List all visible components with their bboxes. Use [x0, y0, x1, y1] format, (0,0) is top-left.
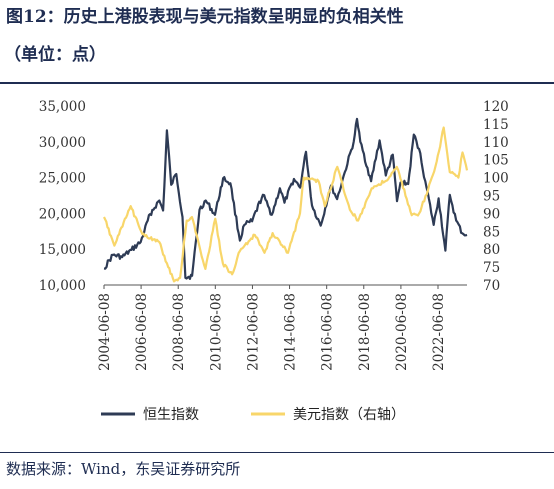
- data-source-note: 数据来源：Wind，东吴证券研究所: [6, 460, 241, 478]
- x-axis-ticks: 2004-06-08 2006-06-08 2008-06-08 2010-06-08…: [97, 285, 447, 371]
- right-tick-label: 70: [483, 278, 500, 294]
- right-tick-label: 95: [483, 189, 500, 205]
- left-tick-label: 35,000: [39, 99, 86, 115]
- right-tick-label: 120: [483, 99, 509, 115]
- chart-legend: 恒生指数 美元指数（右轴）: [101, 407, 405, 423]
- legend-label: 恒生指数: [143, 407, 199, 423]
- right-tick-label: 105: [483, 153, 509, 169]
- right-tick-label: 115: [483, 117, 509, 133]
- x-tick-label: 2022-06-08: [431, 293, 447, 371]
- hsi-series-line: [103, 117, 468, 280]
- right-tick-label: 90: [483, 206, 500, 222]
- x-tick-label: 2012-06-08: [245, 293, 261, 371]
- left-tick-label: 10,000: [39, 278, 86, 294]
- legend-label: 美元指数（右轴）: [293, 407, 405, 423]
- x-tick-label: 2006-06-08: [134, 293, 150, 371]
- x-tick-label: 2014-06-08: [283, 293, 299, 371]
- page-title: 图12：历史上港股表现与美元指数呈明显的负相关性: [6, 7, 404, 27]
- x-tick-label: 2016-06-08: [320, 293, 336, 371]
- right-tick-label: 85: [483, 224, 500, 240]
- right-tick-label: 75: [483, 260, 500, 276]
- right-tick-label: 80: [483, 242, 500, 258]
- left-tick-label: 30,000: [39, 135, 86, 151]
- right-tick-label: 100: [483, 171, 509, 187]
- left-axis-ticks: 10,000 15,000 20,000 25,000 30,000 35,000: [39, 99, 86, 294]
- x-tick-label: 2004-06-08: [97, 293, 113, 371]
- series-lines: [103, 117, 469, 283]
- left-tick-label: 20,000: [39, 206, 86, 222]
- source-divider: [0, 452, 554, 453]
- x-tick-label: 2020-06-08: [394, 293, 410, 371]
- title-divider: [0, 82, 554, 84]
- x-tick-label: 2018-06-08: [357, 293, 373, 371]
- x-tick-label: 2010-06-08: [208, 293, 224, 371]
- x-tick-label: 2008-06-08: [171, 293, 187, 371]
- left-tick-label: 25,000: [39, 171, 86, 187]
- left-tick-label: 15,000: [39, 242, 86, 258]
- right-tick-label: 110: [483, 135, 509, 151]
- page-subtitle: （单位：点）: [4, 45, 106, 65]
- dxy-series-line: [103, 126, 469, 283]
